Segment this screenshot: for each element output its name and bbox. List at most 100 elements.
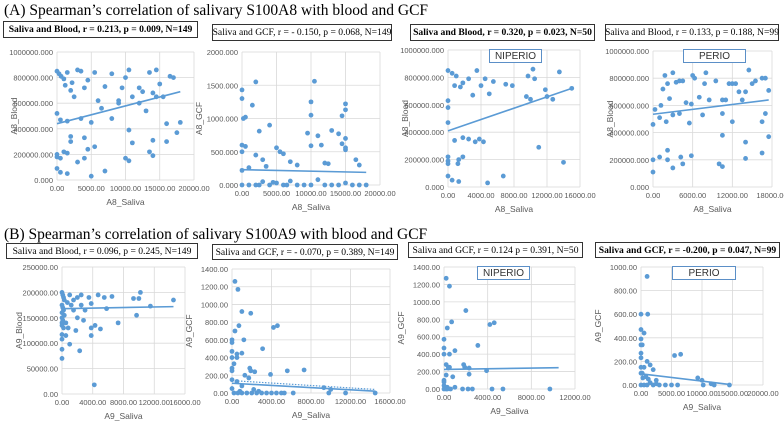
chart7-ytick-label: 600.00 — [417, 333, 440, 342]
chart6-data-point — [246, 375, 252, 381]
chart8-data-point — [640, 375, 646, 381]
chart2-data-point — [301, 182, 307, 188]
chart5-data-point — [101, 295, 107, 300]
chart8-data-point — [663, 382, 668, 388]
chart5-data-point — [88, 333, 94, 338]
chart1-data-point — [150, 153, 156, 159]
chart3-xtick-label: 0.00 — [441, 191, 456, 200]
chart3-data-point — [453, 73, 459, 79]
chart5-data-point — [131, 296, 136, 301]
chart4-data-point — [726, 81, 732, 87]
chart2-data-point — [274, 145, 279, 151]
chart6-data-point — [269, 390, 274, 396]
chart4-data-point — [733, 81, 739, 87]
chart6-x-axis-label: A9_Saliva — [292, 410, 331, 420]
chart7-data-point — [489, 386, 495, 392]
chart4-data-point — [736, 89, 742, 95]
chart5-data-point — [91, 382, 97, 388]
chart1-ytick-label: 0.000 — [34, 176, 53, 185]
chart3-data-point — [509, 83, 515, 89]
chart7-data-point — [447, 351, 452, 357]
chart4-data-point — [743, 89, 748, 95]
chart5-ytick-label: 150000.00 — [23, 314, 58, 323]
chart4-data-point — [723, 97, 729, 103]
chart8-data-point — [644, 359, 650, 364]
chart2-data-point — [253, 79, 259, 85]
chart8-ytick-label: 1000.00 — [610, 263, 637, 272]
chart4-data-point — [663, 119, 669, 125]
chart7-xtick-label: 4000.00 — [474, 393, 501, 402]
chart2-data-point — [260, 179, 266, 185]
chart4-data-point — [753, 78, 758, 84]
chart8-y-axis-label: A9_GCF — [593, 309, 603, 342]
chart6-data-point — [236, 323, 242, 329]
chart1-ytick-label: 600000.000 — [13, 99, 53, 108]
chart2-data-point — [256, 182, 262, 188]
chart4-data-point — [657, 115, 663, 121]
chart3-data-point — [445, 120, 451, 126]
chart3-data-point — [456, 179, 462, 184]
chart2-data-point — [243, 114, 248, 120]
chart1-data-point — [157, 81, 163, 87]
chart2-data-point — [308, 182, 314, 188]
chart3-data-point — [485, 180, 490, 186]
chart8-trendline — [640, 372, 730, 386]
chart5-y-axis-label: A9_Blood — [14, 312, 24, 349]
chart3-data-point — [456, 157, 462, 163]
chart6-data-point — [234, 355, 240, 360]
chart8-data-point — [638, 364, 644, 370]
chart1-data-point — [68, 88, 74, 93]
chart6-data-point — [229, 368, 235, 374]
chart2-data-point — [256, 128, 262, 134]
chart5-data-point — [63, 320, 69, 326]
chart8-ytick-label: 200.00 — [614, 357, 637, 366]
chart2-data-point — [308, 112, 314, 118]
chart2-data-point — [315, 133, 321, 139]
chart2-y-axis-label: A8_GCF — [194, 102, 204, 135]
chart4-data-point — [700, 112, 705, 118]
chart4-data-point — [720, 164, 725, 170]
chart4-data-point — [660, 86, 666, 92]
chart6-data-point — [256, 388, 262, 394]
chart4-data-point — [670, 70, 676, 76]
chart7-data-point — [465, 386, 471, 392]
chart1-data-point — [82, 155, 87, 161]
chart5-data-point — [88, 301, 94, 306]
chart2-data-point — [253, 182, 259, 188]
chart3-data-point — [460, 135, 466, 141]
chart4-data-point — [688, 101, 694, 107]
chart7-data-point — [441, 386, 447, 392]
chart2-data-point — [267, 122, 272, 128]
chart3-data-point — [445, 68, 451, 73]
chart8-data-point — [645, 311, 651, 317]
chart8-data-point — [678, 351, 684, 357]
chart4-data-point — [716, 161, 722, 167]
chart1-data-point — [75, 159, 80, 165]
chart2-data-point — [294, 182, 300, 188]
chart6-data-point — [239, 309, 245, 314]
chart1-data-point — [62, 82, 68, 88]
chart4-data-point — [702, 81, 707, 87]
chart4-data-point — [650, 169, 656, 175]
chart3-data-point — [550, 96, 556, 102]
chart7-data-point — [491, 320, 497, 326]
chart2-data-point — [329, 128, 335, 133]
chart1-data-point — [78, 68, 84, 74]
chart6-ytick-label: 1200.00 — [201, 283, 228, 292]
chart2-data-point — [343, 180, 348, 186]
chart2-data-point — [284, 182, 290, 188]
chart6-xtick-label: 12000.00 — [335, 397, 366, 406]
chart6-data-point — [244, 390, 250, 396]
chart4-data-point — [743, 156, 748, 161]
chart6-data-point — [343, 390, 348, 396]
chart7-xtick-label: 0.00 — [437, 393, 452, 402]
chart8-xtick-label: 15000.00 — [717, 389, 748, 398]
chart4-ytick-label: 200000.000 — [609, 156, 649, 165]
chart8-data-point — [669, 382, 674, 388]
chart5-data-point — [134, 312, 139, 318]
chart8-data-point — [647, 362, 653, 368]
chart6-ytick-label: 200.00 — [205, 371, 228, 380]
chart4-data-point — [665, 147, 670, 153]
chart3-data-point — [474, 68, 480, 73]
chart8-ytick-label: 0.00 — [622, 381, 637, 390]
